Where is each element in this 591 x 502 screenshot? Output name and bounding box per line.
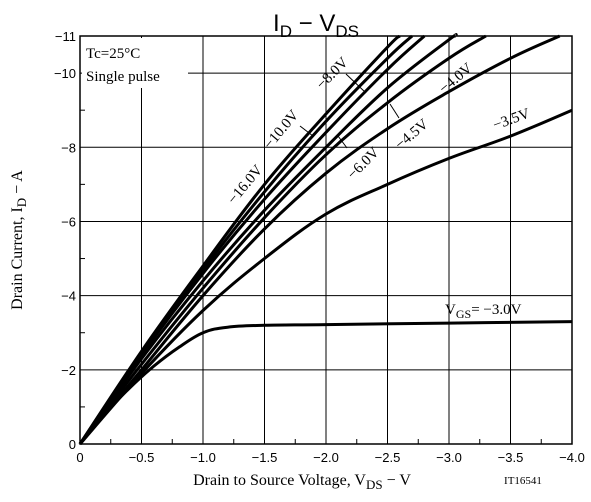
conditions-box [82,38,188,88]
series-line-3 [78,34,487,445]
condition-temp: Tc=25°C [86,46,140,62]
y-tick-label: 0 [69,437,76,452]
series-line-2 [78,34,561,445]
y-tick-label: −10 [54,66,76,81]
y-tick-label: −11 [55,29,76,44]
label-leaders [299,73,400,149]
label-vgs-3.0: VGS= −3.0V [445,302,522,321]
x-axis-label: Drain to Source Voltage, VDS − V [193,472,411,492]
x-tick-label: −1.0 [190,450,216,465]
y-tick-label: −4 [61,289,76,304]
x-tick-label: 0 [76,450,83,465]
y-tick-label: −8 [61,140,76,155]
series-line-7 [78,34,401,445]
x-tick-label: −0.5 [129,450,155,465]
x-tick-label: −3.5 [498,450,524,465]
chart-title: ID − VDS [273,10,359,41]
series-line-1 [78,108,573,445]
y-axis-label: Drain Current, ID − A [9,170,29,310]
figure-id: IT16541 [504,475,542,487]
y-tick-label: −2 [61,363,76,378]
x-tick-label: −4.0 [559,450,585,465]
ticks: 0 −0.5 −1.0 −1.5 −2.0 −2.5 −3.0 −3.5 −4.0 0 −2 −4 −6… [54,29,585,465]
series-line-4 [78,33,458,445]
curves [78,33,573,445]
x-tick-label: −1.5 [252,450,278,465]
y-tick-label: −6 [61,214,76,229]
x-tick-label: −2.0 [313,450,339,465]
x-tick-label: −2.5 [375,450,401,465]
x-tick-label: −3.0 [436,450,462,465]
condition-pulse: Single pulse [86,69,160,85]
